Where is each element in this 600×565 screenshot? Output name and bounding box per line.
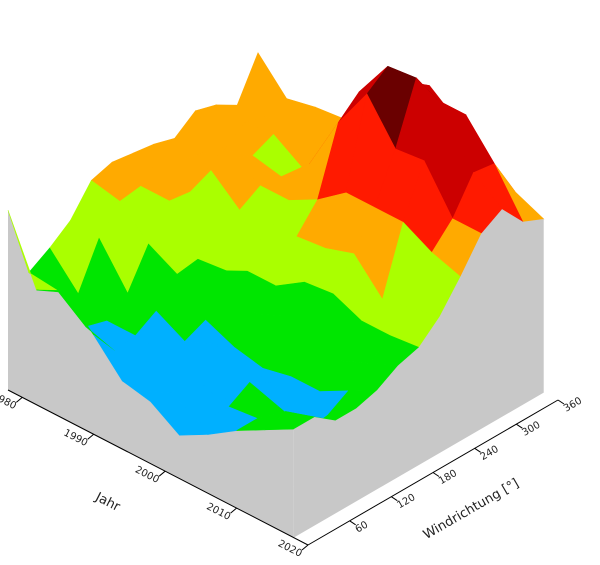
- x-axis-line: [7, 389, 309, 546]
- y-tick-label: 180: [437, 468, 459, 487]
- y-tick-label: 360: [562, 396, 584, 415]
- x-tick-label: 2020: [276, 538, 304, 559]
- x-tick-mark: [158, 470, 166, 477]
- y-tick-mark: [432, 472, 440, 477]
- x-tick-mark: [230, 507, 237, 514]
- right-wall: [293, 209, 544, 538]
- x-tick-label: 2010: [205, 501, 233, 522]
- surface-mesh: [7, 52, 545, 436]
- y-tick-mark: [391, 496, 398, 502]
- y-tick-label: 60: [354, 520, 371, 536]
- left-wall: [8, 210, 294, 538]
- y-tick-mark: [349, 520, 356, 526]
- x-tick-mark: [15, 396, 23, 403]
- x-axis-title: Jahr: [92, 489, 123, 515]
- x-tick-mark: [301, 544, 309, 551]
- y-tick-label: 120: [395, 492, 417, 511]
- y-tick-mark: [557, 399, 565, 405]
- right-wall-face: [293, 209, 544, 538]
- y-axis-title: Windrichtung [°]: [421, 476, 522, 543]
- y-tick-label: 300: [520, 420, 542, 439]
- y-tick-mark: [516, 423, 523, 429]
- x-tick-mark: [87, 433, 95, 440]
- y-tick-label: 240: [479, 444, 501, 463]
- x-tick-label: 1990: [62, 428, 90, 449]
- y-tick-mark: [474, 447, 481, 453]
- x-tick-label: 2000: [133, 465, 161, 486]
- left-wall-face: [8, 210, 294, 538]
